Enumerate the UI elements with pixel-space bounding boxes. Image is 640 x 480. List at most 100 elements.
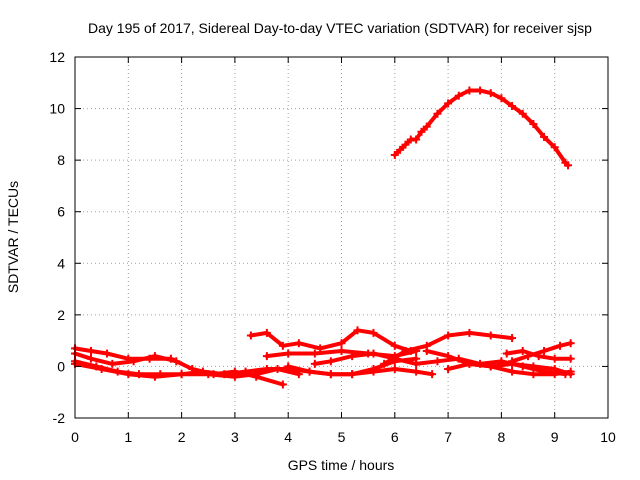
y-tick-label: 4 (57, 255, 65, 271)
x-tick-label: 3 (231, 429, 239, 445)
data-point (428, 370, 437, 379)
data-point (204, 370, 213, 379)
data-point (284, 349, 293, 358)
data-point (433, 357, 442, 366)
data-point (310, 349, 319, 358)
y-tick-label: 2 (57, 307, 65, 323)
data-point (508, 357, 517, 366)
data-point (310, 359, 319, 368)
data-point (465, 86, 474, 95)
data-point (172, 357, 181, 366)
data-point (390, 150, 399, 159)
data-point (502, 349, 511, 358)
data-point (294, 339, 303, 348)
data-point (396, 145, 405, 154)
x-tick-label: 8 (498, 429, 506, 445)
data-point (518, 109, 527, 118)
x-tick-label: 2 (178, 429, 186, 445)
data-point (417, 127, 426, 136)
data-point (422, 346, 431, 355)
data-point (262, 328, 271, 337)
data-point (486, 89, 495, 98)
data-point (529, 362, 538, 371)
series-layer (71, 86, 575, 389)
chart-title: Day 195 of 2017, Sidereal Day-to-day VTE… (88, 20, 592, 36)
data-point (444, 365, 453, 374)
data-point (86, 346, 95, 355)
data-point (401, 346, 410, 355)
data-point (444, 99, 453, 108)
data-point (444, 331, 453, 340)
data-point (326, 370, 335, 379)
series-arc-5 (246, 326, 415, 355)
data-point (508, 101, 517, 110)
x-tick-label: 7 (444, 429, 452, 445)
data-point (518, 346, 527, 355)
data-point (353, 326, 362, 335)
data-point (476, 86, 485, 95)
x-tick-label: 4 (284, 429, 292, 445)
data-point (540, 346, 549, 355)
series-line (73, 361, 301, 379)
data-point (348, 370, 357, 379)
data-point (465, 359, 474, 368)
data-point (401, 140, 410, 149)
data-point (177, 370, 186, 379)
data-point (284, 362, 293, 371)
data-point (540, 132, 549, 141)
data-point (433, 109, 442, 118)
data-point (550, 370, 559, 379)
data-point (337, 339, 346, 348)
data-point (108, 359, 117, 368)
x-tick-label: 6 (391, 429, 399, 445)
x-tick-label: 0 (71, 429, 79, 445)
series-arc-13 (444, 359, 575, 379)
data-point (124, 370, 133, 379)
data-point (444, 352, 453, 361)
data-point (246, 331, 255, 340)
data-point (465, 328, 474, 337)
data-point (369, 365, 378, 374)
grid-layer (75, 57, 608, 418)
data-point (390, 341, 399, 350)
data-point (486, 362, 495, 371)
data-point (412, 354, 421, 363)
data-point (86, 354, 95, 363)
data-point (550, 354, 559, 363)
x-tick-label: 10 (600, 429, 616, 445)
data-point (102, 349, 111, 358)
data-point (529, 120, 538, 129)
series-arc-9 (380, 328, 517, 368)
data-point (422, 122, 431, 131)
y-tick-label: 12 (49, 49, 65, 65)
data-point (337, 346, 346, 355)
data-point (150, 352, 159, 361)
data-point (508, 334, 517, 343)
data-point (412, 135, 421, 144)
y-tick-label: -2 (53, 410, 66, 426)
data-point (369, 328, 378, 337)
y-tick-label: 0 (57, 358, 65, 374)
data-point (550, 143, 559, 152)
data-point (273, 365, 282, 374)
data-point (524, 352, 533, 361)
data-point (412, 367, 421, 376)
data-point (380, 359, 389, 368)
series-line (248, 328, 413, 353)
data-point (129, 357, 138, 366)
series-arc-12 (508, 339, 575, 366)
data-point (230, 372, 239, 381)
data-point (348, 352, 357, 361)
y-axis-label: SDTVAR / TECUs (5, 181, 21, 293)
data-point (150, 372, 159, 381)
data-point (566, 339, 575, 348)
data-point (497, 94, 506, 103)
x-tick-label: 9 (551, 429, 559, 445)
y-tick-label: 10 (49, 101, 65, 117)
data-point (326, 357, 335, 366)
data-point (390, 365, 399, 374)
data-point (556, 341, 565, 350)
